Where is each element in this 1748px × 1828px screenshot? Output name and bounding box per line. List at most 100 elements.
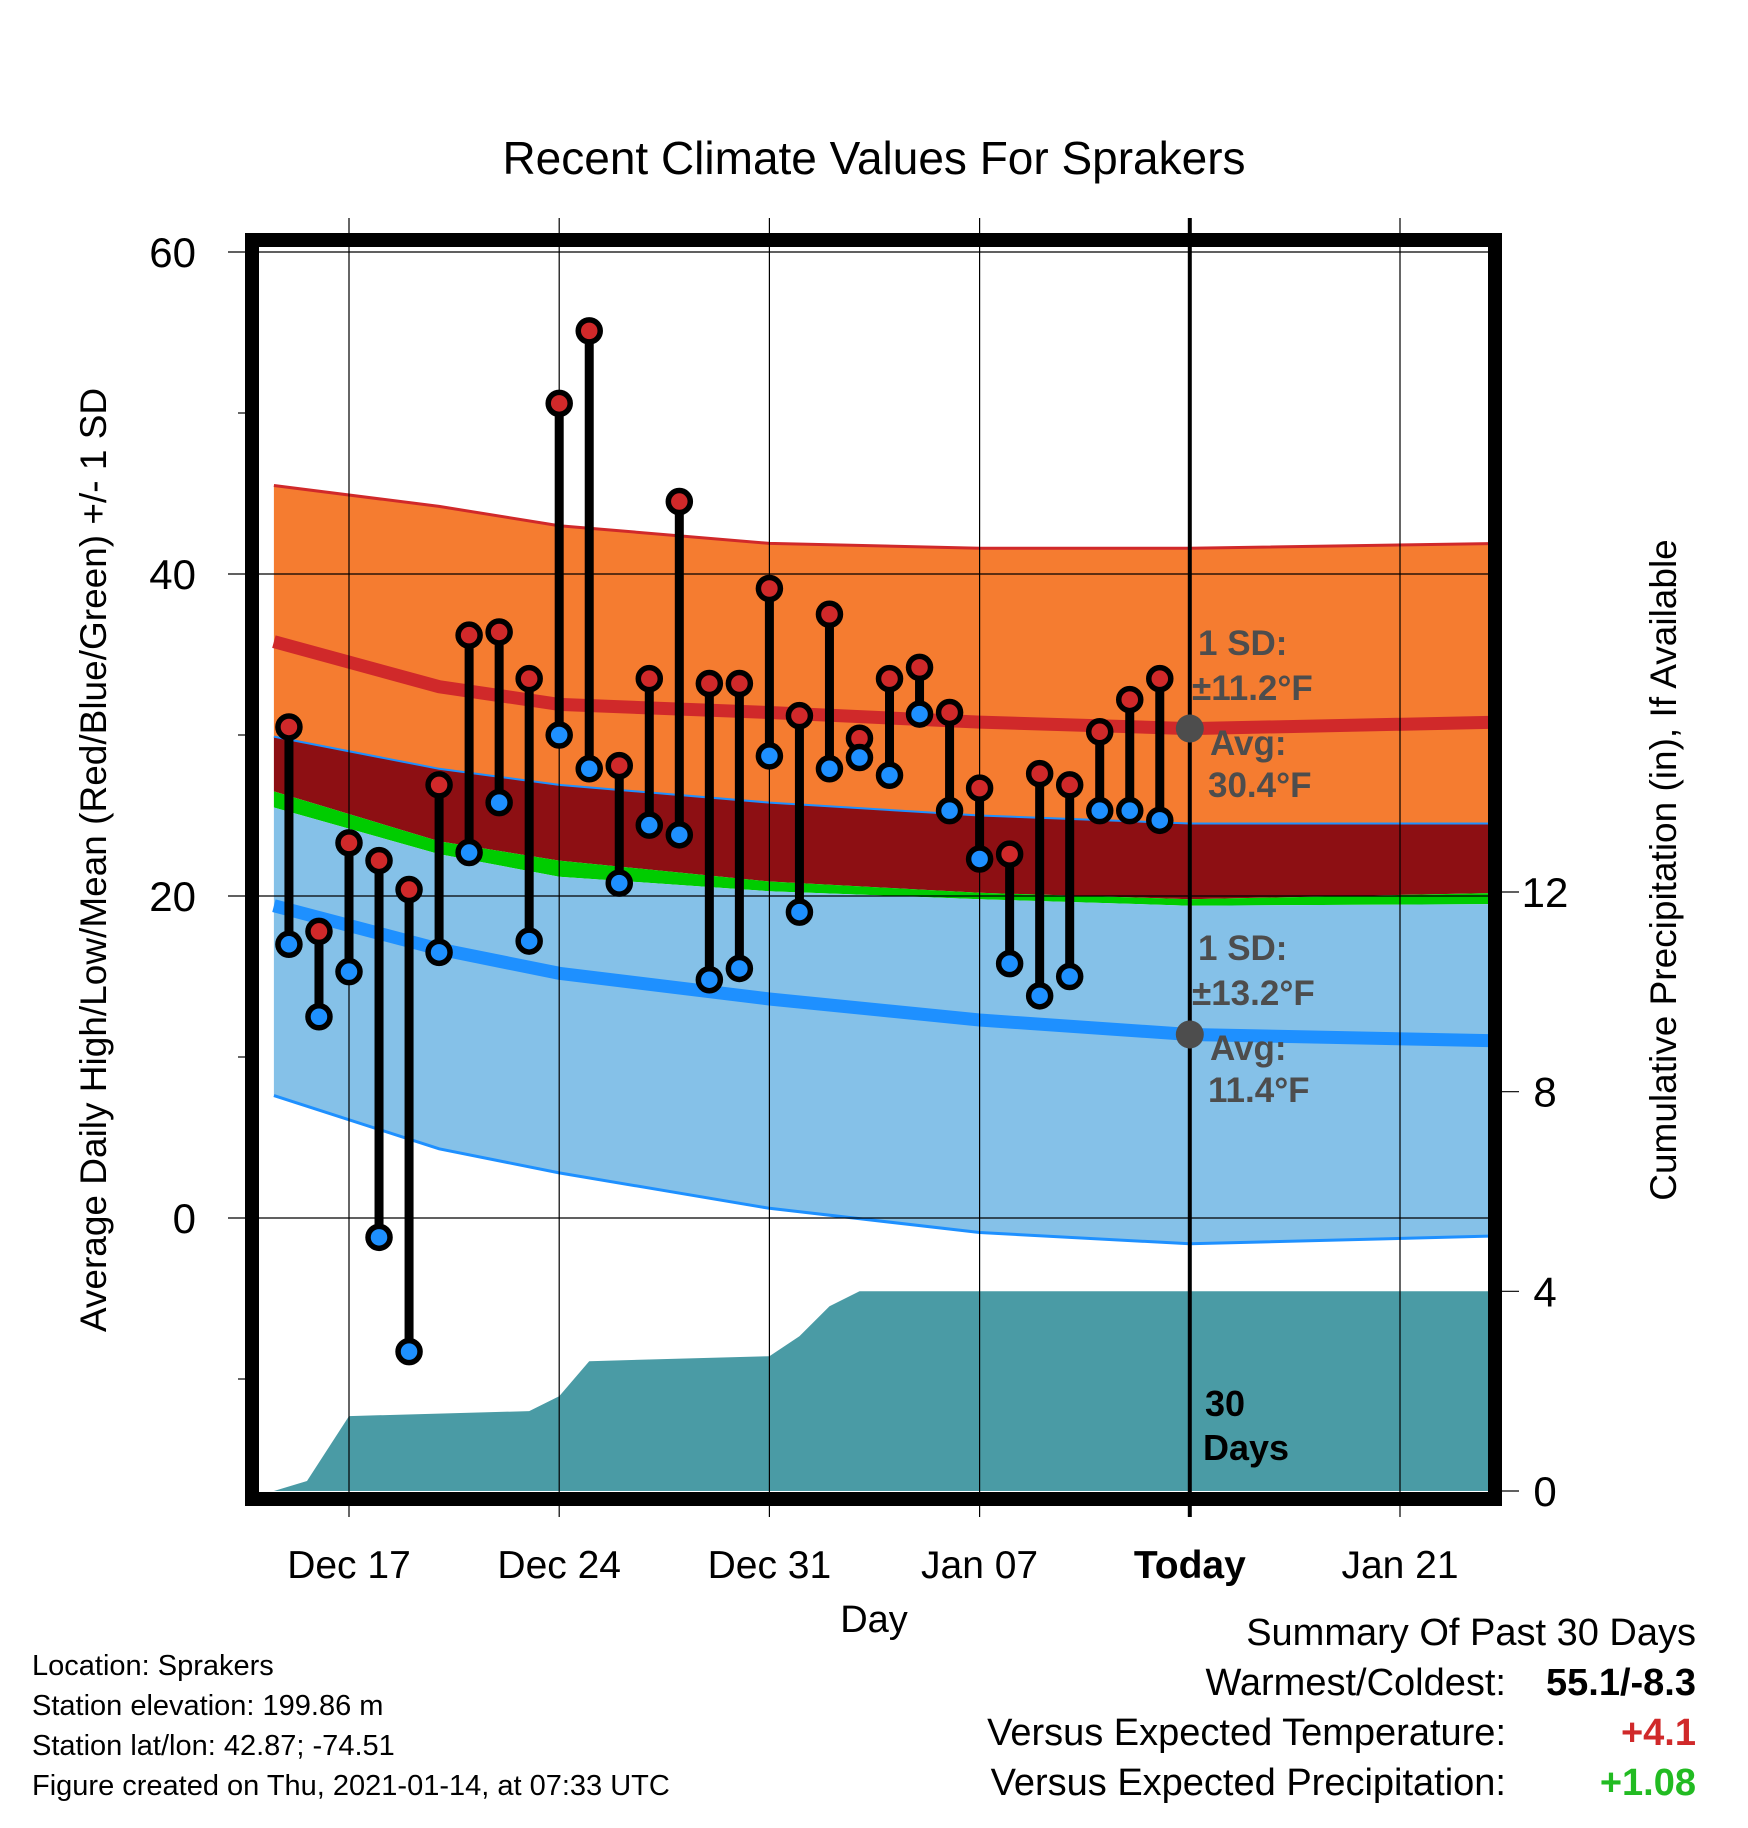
observed-day [1115, 685, 1144, 825]
observed-day [1085, 718, 1114, 825]
observed-day [905, 653, 934, 728]
observed-low-point [485, 788, 513, 817]
low-sd-label: 1 SD: [1198, 929, 1287, 968]
observed-low-point [455, 838, 483, 867]
y2-tick-label: 0 [1533, 1468, 1556, 1515]
observed-high-point [1055, 771, 1084, 799]
observed-day [965, 774, 994, 873]
days-label-number: 30 [1205, 1383, 1245, 1424]
observed-day [455, 621, 483, 867]
observed-low-point [785, 898, 814, 926]
x-axis-label: Day [840, 1599, 908, 1641]
observed-day [665, 487, 694, 849]
temperature-departure-row: Versus Expected Temperature: +4.1 [987, 1712, 1696, 1762]
observed-low-point [725, 954, 754, 983]
observed-day [575, 317, 603, 783]
observed-high-point [815, 600, 844, 628]
observed-high-point [995, 840, 1024, 868]
observed-high-point [635, 664, 664, 693]
observed-day [395, 875, 423, 1366]
warmest-coldest-label: Warmest/Coldest: [1205, 1662, 1506, 1704]
high-avg-value: 30.4°F [1208, 766, 1312, 805]
observed-day [425, 771, 453, 967]
observed-low-point [365, 1223, 393, 1252]
observed-high-point [875, 664, 904, 693]
y2-tick-label: 8 [1533, 1069, 1556, 1116]
observed-day [755, 574, 784, 770]
observed-day [605, 751, 634, 897]
precipitation-departure-label: Versus Expected Precipitation: [990, 1762, 1506, 1804]
observed-high-point [725, 669, 754, 698]
created-text: Figure created on Thu, 2021-01-14, at 07… [32, 1770, 670, 1802]
observed-low-point [1055, 962, 1084, 991]
high-sd-label: 1 SD: [1198, 624, 1287, 663]
x-tick-label: Jan 21 [1341, 1544, 1458, 1587]
observed-day [695, 669, 724, 994]
observed-high-point [425, 771, 453, 799]
observed-low-point [1085, 796, 1114, 825]
low-sd-band [273, 807, 1489, 1244]
observed-high-point [545, 389, 573, 418]
observed-low-point [845, 743, 874, 772]
y2-tick-label: 12 [1522, 869, 1569, 916]
observed-low-point [305, 1003, 333, 1031]
observed-low-point [605, 869, 634, 897]
observed-high-point [575, 317, 603, 345]
observed-day [935, 698, 964, 825]
observed-low-point [875, 761, 904, 789]
today-high-normal-marker [1175, 714, 1204, 743]
precipitation-departure-value: +1.08 [1599, 1762, 1696, 1804]
observed-high-point [305, 917, 333, 946]
observed-low-point [995, 949, 1024, 978]
observed-high-point [335, 829, 363, 857]
y-tick-label: 40 [149, 551, 196, 598]
observed-day [335, 829, 363, 986]
x-tick-label: Dec 24 [497, 1544, 621, 1587]
observed-high-point [1085, 718, 1114, 746]
observed-low-point [905, 700, 934, 728]
low-sd-value: ±13.2°F [1192, 974, 1315, 1013]
observed-high-point [605, 751, 634, 780]
mean-line-band [273, 791, 1489, 906]
warmest-coldest-value: 55.1/-8.3 [1546, 1662, 1696, 1704]
observed-high-point [1025, 759, 1054, 788]
observed-day [725, 669, 754, 983]
observed-day [995, 840, 1024, 978]
summary-panel: Summary Of Past 30 Days Warmest/Coldest:… [987, 1612, 1696, 1812]
observed-high-point [755, 574, 784, 603]
y-tick-label: 20 [149, 873, 196, 920]
observed-day [875, 664, 904, 789]
observed-low-point [275, 930, 303, 959]
latlon-text: Station lat/lon: 42.87; -74.51 [32, 1730, 395, 1762]
observed-low-point [635, 811, 664, 839]
temperature-departure-value: +4.1 [1620, 1712, 1696, 1754]
observed-high-point [965, 774, 994, 802]
observed-low-point [545, 721, 573, 749]
observed-day [365, 846, 393, 1252]
observed-low-point [335, 957, 363, 986]
observed-day [1025, 759, 1054, 1010]
observed-low-point [815, 755, 844, 783]
low-avg-value: 11.4°F [1208, 1071, 1310, 1110]
observed-day [1055, 771, 1084, 991]
high-sd-value: ±11.2°F [1192, 669, 1313, 708]
x-tick-label: Dec 17 [287, 1544, 411, 1587]
today-low-normal-marker [1175, 1020, 1204, 1049]
cumulative-precip-area [273, 1291, 1489, 1491]
summary-title: Summary Of Past 30 Days [1246, 1612, 1696, 1654]
elevation-text: Station elevation: 199.86 m [32, 1690, 384, 1722]
location-text: Location: Sprakers [32, 1650, 274, 1682]
y2-tick-label: 4 [1533, 1268, 1556, 1315]
observed-low-point [755, 742, 784, 770]
observed-high-point [365, 846, 393, 875]
observed-low-point [695, 965, 724, 994]
observed-day [485, 618, 513, 817]
observed-high-point [695, 669, 724, 698]
x-tick-label: Dec 31 [708, 1544, 832, 1587]
observed-day [815, 600, 844, 783]
station-info: Location: Sprakers Station elevation: 19… [32, 1646, 670, 1806]
temperature-departure-label: Versus Expected Temperature: [987, 1712, 1506, 1754]
y-axis-label: Average Daily High/Low/Mean (Red/Blue/Gr… [73, 388, 114, 1332]
observed-low-point [515, 927, 543, 955]
